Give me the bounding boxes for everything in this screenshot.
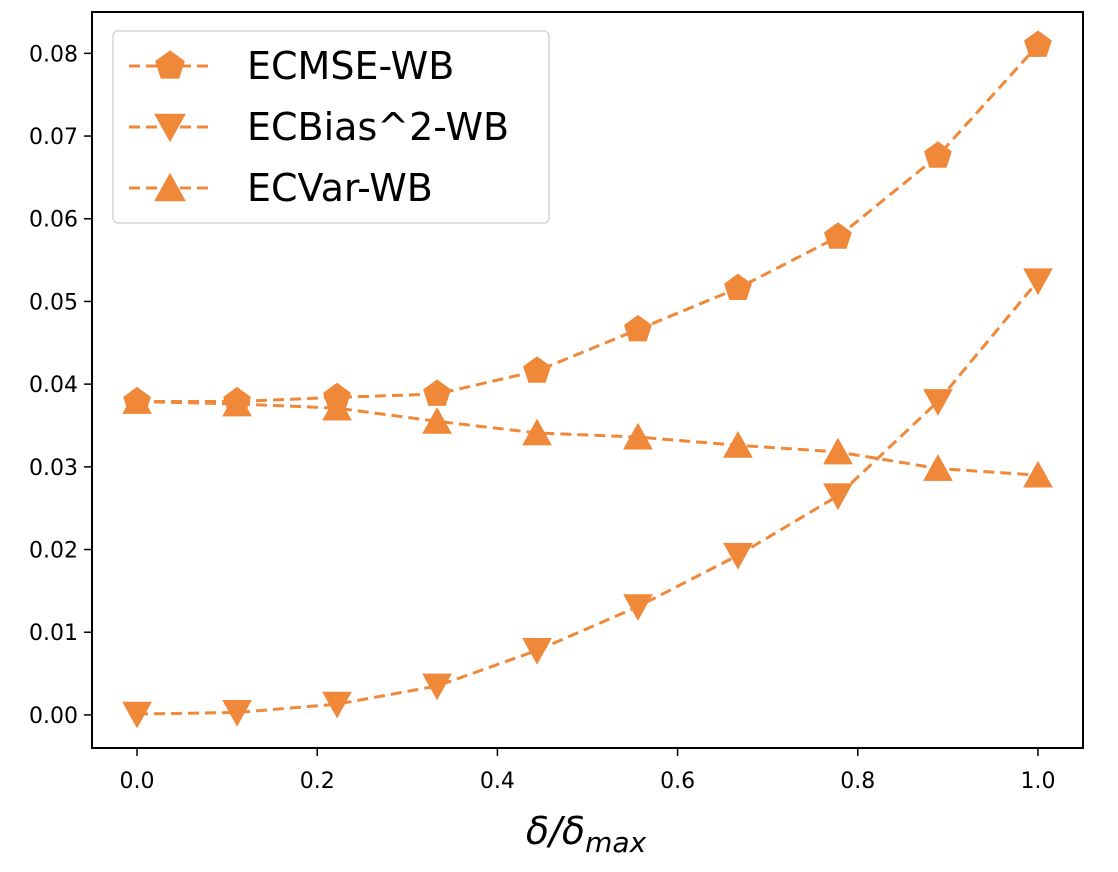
axes: 0.0 0.2 0.4 0.6 0.8 1.0 0.00 0.01 0.02 0.03 0.04 0.… [29, 11, 1084, 794]
series-line-ECBias^2-WB [137, 279, 1040, 716]
plot-area [122, 30, 1053, 729]
y-tick-label-6: 0.06 [29, 208, 78, 233]
series-ECVar-WB [122, 387, 1053, 488]
legend-label-ECMSE-WB: ECMSE-WB [247, 44, 454, 88]
data-point-ECVar-WB-2 [322, 393, 352, 421]
x-axis-label: δ/δmax [526, 809, 647, 859]
y-tick-label-5: 0.05 [29, 290, 78, 315]
y-tick-label-4: 0.04 [29, 373, 78, 398]
x-tick-label-0: 0.0 [120, 769, 155, 794]
legend-entry-ECBias^2-WB: ECBias^2-WB [129, 105, 509, 149]
legend-marker-ECVar-WB [154, 172, 186, 202]
data-point-ECVar-WB-0 [122, 387, 152, 414]
data-point-ECBias^2-WB-4 [522, 638, 552, 665]
data-point-ECBias^2-WB-9 [1023, 268, 1053, 296]
legend-marker-ECMSE-WB [155, 50, 185, 79]
y-tick-label-3: 0.03 [29, 456, 78, 481]
y-tick-label-2: 0.02 [29, 539, 78, 564]
data-point-ECMSE-WB-7 [824, 222, 852, 249]
legend-marker-ECBias^2-WB [154, 113, 186, 143]
data-point-ECVar-WB-1 [222, 389, 252, 417]
x-tick-label-2: 0.4 [480, 769, 515, 794]
data-point-ECVar-WB-4 [522, 418, 552, 446]
data-point-ECMSE-WB-8 [924, 141, 952, 168]
data-point-ECBias^2-WB-3 [422, 673, 452, 701]
data-point-ECBias^2-WB-5 [623, 594, 653, 621]
legend: ECMSE-WB ECBias^2-WB ECVar-WB [112, 30, 550, 224]
series-ECMSE-WB [123, 30, 1052, 414]
y-tick-label-0: 0.00 [29, 704, 78, 729]
legend-label-ECBias^2-WB: ECBias^2-WB [247, 105, 509, 149]
data-point-ECBias^2-WB-2 [322, 691, 352, 719]
data-point-ECVar-WB-3 [422, 407, 452, 434]
y-tick-label-1: 0.01 [29, 621, 78, 646]
data-point-ECMSE-WB-6 [724, 273, 752, 301]
x-axis-label-subscript: max [585, 826, 646, 859]
data-point-ECVar-WB-5 [623, 422, 653, 450]
data-point-ECVar-WB-9 [1023, 460, 1053, 488]
data-point-ECBias^2-WB-0 [122, 701, 152, 729]
legend-box [112, 30, 550, 224]
x-tick-label-5: 1.0 [1020, 769, 1055, 794]
x-axis-label-main: δ/δ [526, 809, 585, 853]
data-point-ECMSE-WB-3 [423, 379, 451, 406]
data-point-ECVar-WB-7 [823, 437, 853, 465]
series-line-ECVar-WB [137, 400, 1039, 477]
data-point-ECMSE-WB-5 [624, 314, 652, 342]
y-tick-label-7: 0.07 [29, 125, 78, 150]
plot-frame [91, 11, 1084, 749]
data-point-ECBias^2-WB-1 [222, 700, 252, 727]
legend-label-ECVar-WB: ECVar-WB [247, 166, 433, 210]
x-tick-label-3: 0.6 [660, 769, 695, 794]
legend-entry-ECVar-WB: ECVar-WB [129, 166, 433, 210]
data-point-ECBias^2-WB-6 [723, 542, 753, 570]
data-point-ECMSE-WB-9 [1024, 30, 1052, 57]
y-tick-label-8: 0.08 [29, 42, 78, 67]
legend-entry-ECMSE-WB: ECMSE-WB [129, 44, 454, 88]
x-tick-label-4: 0.8 [840, 769, 875, 794]
data-point-ECVar-WB-8 [923, 454, 953, 481]
data-point-ECBias^2-WB-7 [823, 483, 853, 511]
series-ECBias^2-WB [122, 268, 1053, 729]
x-tick-label-1: 0.2 [300, 769, 335, 794]
data-point-ECMSE-WB-4 [523, 356, 551, 383]
data-point-ECBias^2-WB-8 [923, 389, 953, 416]
data-point-ECVar-WB-6 [723, 431, 753, 458]
